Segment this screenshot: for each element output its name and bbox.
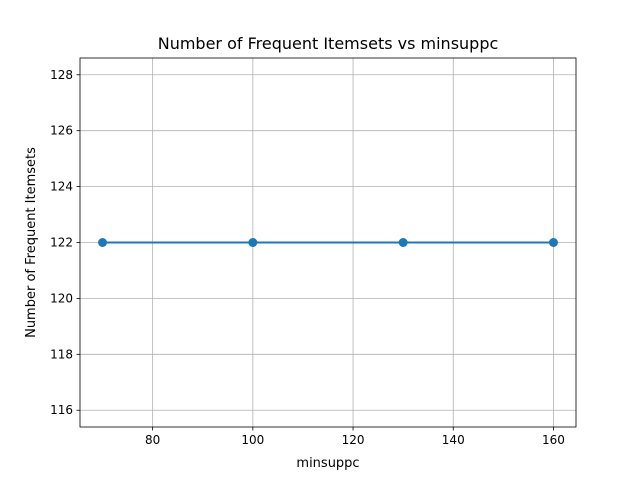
y-tick-label: 116 [50, 403, 73, 417]
series-layer [98, 238, 558, 247]
x-axis-label: minsuppc [296, 456, 359, 471]
y-axis-label: Number of Frequent Itemsets [24, 147, 39, 338]
y-tick-label: 118 [50, 347, 73, 361]
data-point [398, 238, 408, 247]
x-tick-label: 120 [342, 433, 365, 447]
x-tick-label: 140 [442, 433, 465, 447]
y-tick-label: 124 [50, 180, 73, 194]
chart-title: Number of Frequent Itemsets vs minsuppc [158, 34, 499, 53]
data-point [98, 238, 108, 247]
y-tick-label: 120 [50, 291, 73, 305]
y-tick-label: 126 [50, 124, 73, 138]
x-tick-label: 80 [145, 433, 160, 447]
ticks: 80 100 120 140 160 116 118 120 122 124 126 128 [50, 68, 565, 447]
data-point [548, 238, 558, 247]
y-tick-label: 122 [50, 236, 73, 250]
x-tick-label: 100 [241, 433, 264, 447]
data-point [248, 238, 258, 247]
y-tick-label: 128 [50, 68, 73, 82]
x-tick-label: 160 [542, 433, 565, 447]
